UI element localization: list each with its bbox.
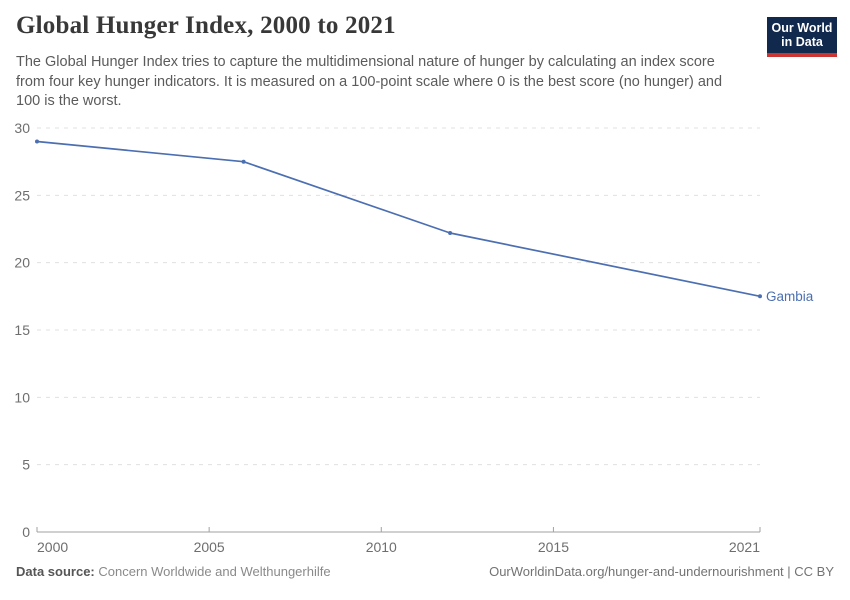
attribution-link[interactable]: OurWorldinData.org/hunger-and-undernouri…: [489, 564, 834, 579]
data-point: [241, 159, 246, 164]
y-axis-tick-label: 5: [22, 457, 30, 473]
y-axis-tick-label: 25: [14, 187, 30, 203]
owid-logo[interactable]: Our World in Data: [767, 17, 837, 57]
y-axis-tick-label: 0: [22, 524, 30, 540]
data-source-value: Concern Worldwide and Welthungerhilfe: [98, 564, 331, 579]
x-axis-tick-label: 2000: [37, 539, 68, 555]
chart-footer: Data source: Concern Worldwide and Welth…: [16, 564, 834, 579]
y-axis-tick-label: 30: [14, 120, 30, 136]
data-source-label: Data source:: [16, 564, 95, 579]
data-point: [758, 294, 762, 299]
page-title: Global Hunger Index, 2000 to 2021: [16, 12, 396, 39]
chart-subtitle: The Global Hunger Index tries to capture…: [16, 54, 723, 109]
x-axis-tick-label: 2015: [538, 539, 569, 555]
x-axis-tick-label: 2005: [194, 539, 225, 555]
data-point: [35, 139, 39, 144]
y-axis-tick-label: 10: [14, 389, 30, 405]
owid-logo-line1: Our World: [771, 21, 833, 35]
x-axis-tick-label: 2021: [729, 539, 760, 555]
y-axis-tick-label: 15: [14, 322, 30, 338]
x-axis-tick-label: 2010: [366, 539, 397, 555]
y-axis-tick-label: 20: [14, 255, 30, 271]
series-line-gambia: [36, 140, 761, 298]
data-source: Data source: Concern Worldwide and Welth…: [16, 564, 331, 579]
owid-logo-line2: in Data: [781, 35, 823, 49]
data-point: [448, 231, 453, 235]
series-label: Gambia: [766, 289, 814, 304]
chart-canvas: 0 5 10 15 20 25 30 2000 2005 2010 2015 2021 Gambia: [14, 120, 814, 555]
